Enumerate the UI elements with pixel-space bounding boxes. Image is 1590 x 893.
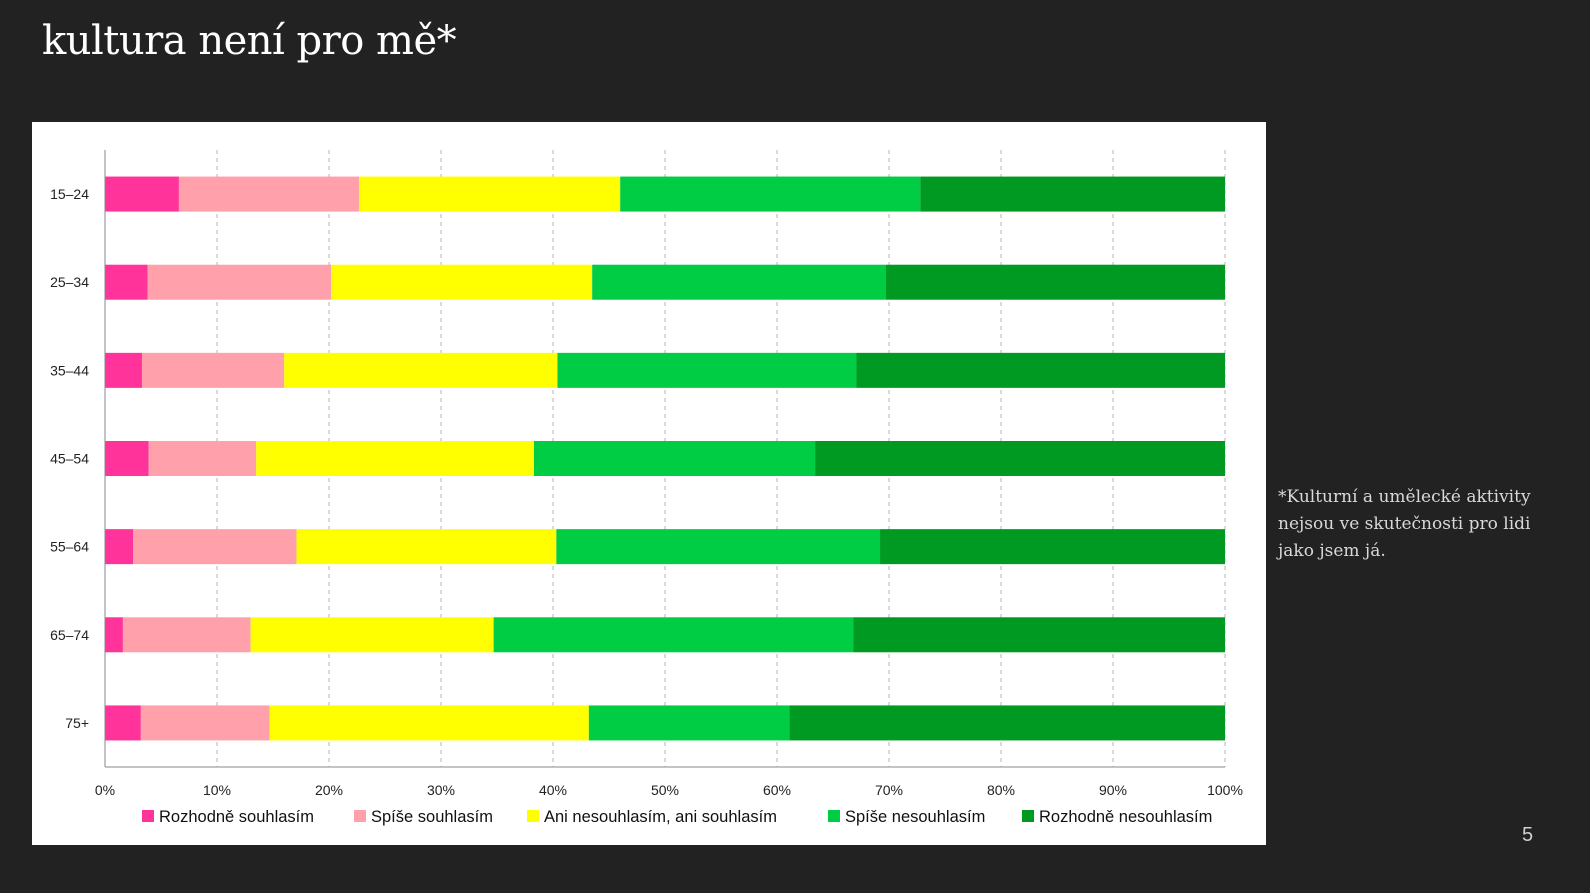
x-tick-label: 40% — [539, 782, 567, 798]
bar-segment — [250, 617, 494, 653]
bar-segment — [105, 529, 133, 565]
x-tick-label: 10% — [203, 782, 231, 798]
legend-label: Rozhodně souhlasím — [159, 808, 314, 826]
bar-segment — [592, 264, 886, 300]
bar-segment — [105, 176, 179, 212]
bar-segment — [493, 617, 854, 653]
bar-segment — [140, 705, 270, 741]
bar-segment — [105, 705, 141, 741]
bar-segment — [533, 441, 816, 476]
bar-segment — [853, 617, 1225, 653]
legend-label: Spíše nesouhlasím — [845, 808, 985, 826]
y-tick-label: 65–74 — [50, 627, 89, 643]
bar-segment — [296, 529, 557, 565]
y-tick-label: 55–64 — [50, 539, 89, 555]
legend-label: Ani nesouhlasím, ani souhlasím — [544, 808, 777, 826]
x-tick-label: 80% — [987, 782, 1015, 798]
bar-segment — [122, 617, 251, 653]
bar-segment — [269, 705, 589, 741]
bar-segment — [331, 264, 593, 300]
bar-segment — [284, 352, 558, 388]
bar-segment — [880, 529, 1225, 565]
bar-segment — [105, 352, 142, 388]
bar-segment — [856, 352, 1225, 388]
bar-segment — [556, 529, 881, 565]
x-tick-label: 30% — [427, 782, 455, 798]
bar-segment — [588, 705, 790, 741]
x-tick-label: 60% — [763, 782, 791, 798]
page-number: 5 — [1522, 824, 1534, 846]
bar-segment — [105, 264, 148, 300]
slide-title: kultura není pro mě* — [42, 18, 457, 64]
x-tick-label: 20% — [315, 782, 343, 798]
bar-segment — [557, 352, 857, 388]
legend-swatch — [527, 810, 539, 822]
bar-segment — [256, 441, 534, 476]
bar-segment — [105, 441, 149, 476]
y-tick-label: 75+ — [65, 715, 89, 731]
bar-segment — [885, 264, 1225, 300]
bar-segment — [105, 617, 123, 653]
bar-segment — [815, 441, 1225, 476]
legend-swatch — [354, 810, 366, 822]
bar-segment — [789, 705, 1225, 741]
x-tick-label: 50% — [651, 782, 679, 798]
bar-segment — [620, 176, 921, 212]
x-tick-label: 0% — [95, 782, 115, 798]
y-tick-label: 25–34 — [50, 274, 89, 290]
bar-segment — [147, 264, 332, 300]
bar-segment — [359, 176, 621, 212]
legend-swatch — [142, 810, 154, 822]
stacked-bar-chart: 15–24 25–34 35–44 45–54 55–64 65–74 75+ 0% 10% 20… — [50, 150, 1243, 826]
chart-panel: 15–24 25–34 35–44 45–54 55–64 65–74 75+ 0% 10% 20… — [32, 122, 1266, 845]
legend-label: Rozhodně nesouhlasím — [1039, 808, 1212, 826]
bar-segment — [133, 529, 297, 565]
x-tick-label: 100% — [1207, 782, 1243, 798]
bar-segment — [178, 176, 360, 212]
y-tick-label: 15–24 — [50, 186, 89, 202]
footnote: *Kulturní a umělecké aktivity nejsou ve … — [1278, 487, 1531, 561]
bar-segment — [920, 176, 1225, 212]
y-tick-label: 45–54 — [50, 451, 89, 467]
bar-segment — [141, 352, 285, 388]
x-tick-label: 70% — [875, 782, 903, 798]
bar-segment — [148, 441, 257, 476]
y-tick-label: 35–44 — [50, 362, 89, 378]
x-tick-label: 90% — [1099, 782, 1127, 798]
legend-label: Spíše souhlasím — [371, 808, 493, 826]
legend-swatch — [828, 810, 840, 822]
legend-swatch — [1022, 810, 1034, 822]
